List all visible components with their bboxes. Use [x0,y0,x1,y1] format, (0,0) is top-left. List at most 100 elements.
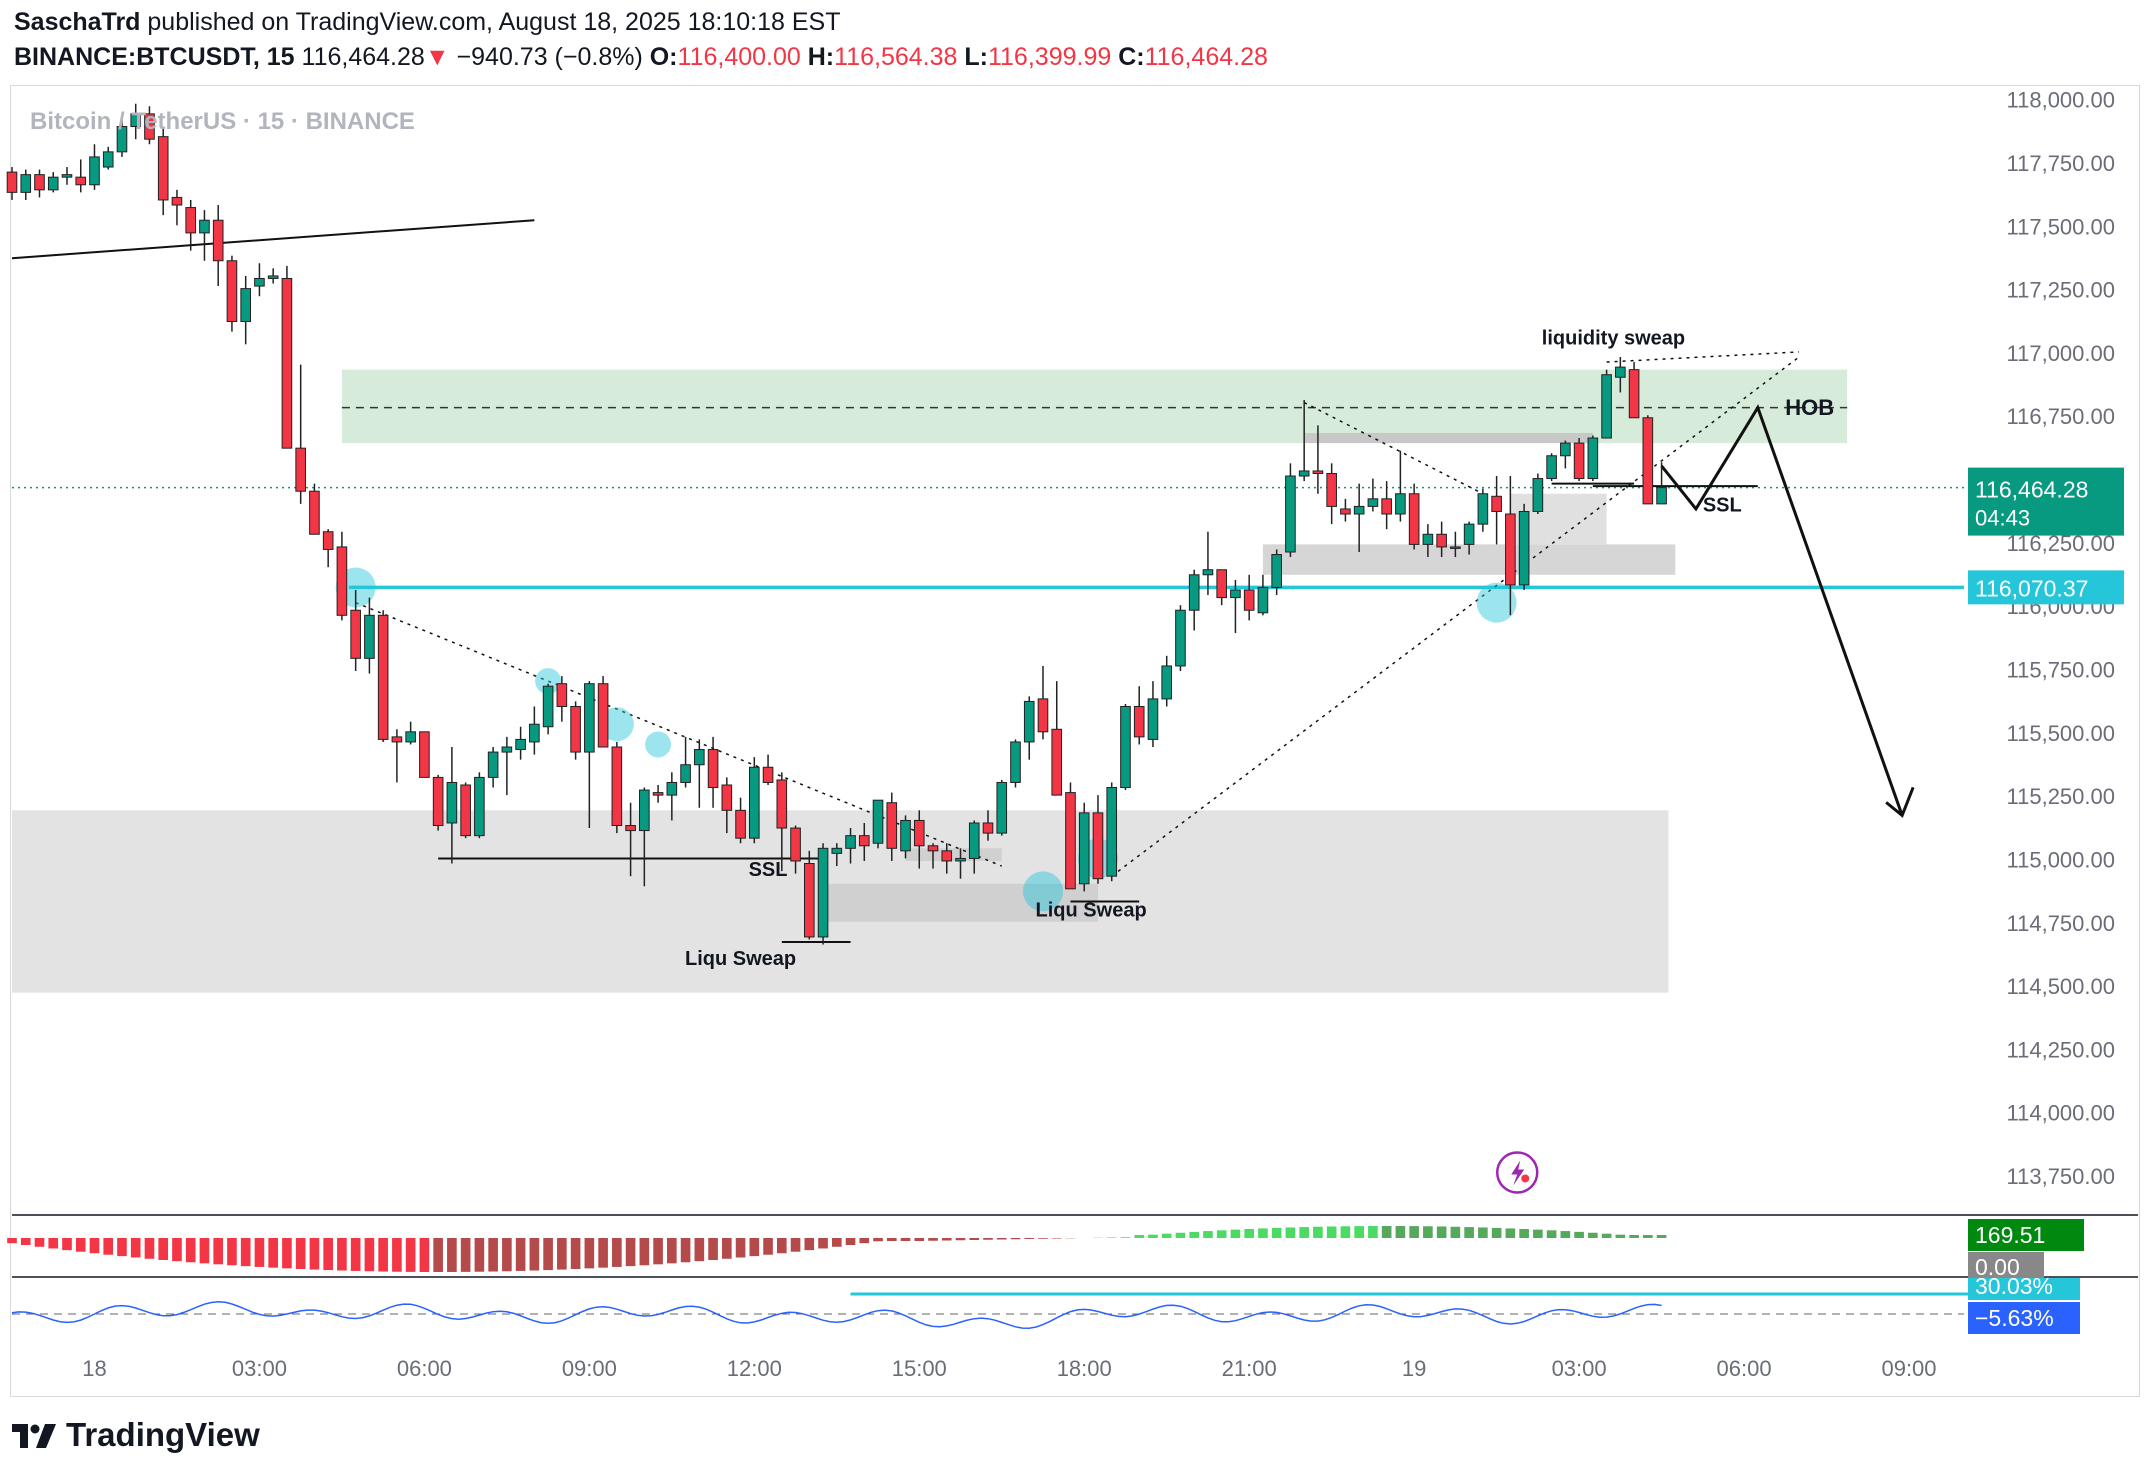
low-label: L: [964,43,988,71]
candle-body [1642,417,1654,505]
osc-bar [488,1238,498,1272]
candle-body [1560,442,1571,457]
candle-body [955,857,966,862]
osc-bar [240,1238,251,1267]
candle-body [1175,609,1186,667]
candle-body [501,746,513,753]
hob-zone[interactable] [341,369,1848,444]
projection-path[interactable] [1660,404,1904,816]
time-axis: 18 03:00 06:00 09:00 12:00 15:00 18:00 21:00 19 0… [82,1356,1936,1381]
osc-bar [776,1238,787,1254]
candle-body [322,531,334,550]
osc-bar [48,1238,59,1249]
candle-body [144,113,155,140]
lightning-glyph [1511,1160,1525,1186]
candle-body [941,850,953,862]
candle-body [611,746,623,827]
last-price-tag[interactable] [1968,467,2124,536]
osc-bar [1230,1229,1241,1238]
candle-body [281,277,293,449]
osc-bar [914,1238,925,1241]
candle-body [996,781,1008,834]
osc-bar [996,1238,1007,1240]
candle-body [1532,478,1544,512]
candle-body [1188,574,1200,611]
fvg-zone-top [1304,432,1593,444]
osc-bar [1216,1230,1227,1238]
osc-bar [790,1238,801,1252]
candle-body [1326,472,1337,507]
osc-bar [117,1238,127,1257]
candle-body [1491,495,1502,512]
publish-info: SaschaTrd published on TradingView.com, … [14,8,841,37]
change-value: −940.73 (−0.8%) [456,43,643,71]
candle-body [350,609,361,659]
candle-body [556,683,568,707]
candle-body [1505,513,1516,586]
candle-body [721,784,733,811]
osc-bar [818,1238,828,1249]
candle-body [1450,546,1461,549]
dotted-sweep[interactable] [1606,351,1800,363]
osc-bar [502,1238,512,1272]
price-tick-label: 117,500.00 [2007,214,2115,239]
candle-body [680,764,691,783]
candle-body [364,614,375,659]
candle-body [432,776,444,827]
candle-body [61,174,73,178]
osc-bar [557,1238,567,1270]
dotted-down-short[interactable] [1303,401,1484,495]
osc-bar [859,1238,870,1244]
candle-body [89,156,100,186]
osc-bar [570,1238,581,1269]
time-tick-label: 06:00 [1717,1356,1772,1381]
candle-body [1615,366,1626,378]
osc-bar [1574,1231,1584,1238]
osc-bar [1643,1235,1653,1238]
candle-body [1120,705,1131,789]
price-tick-label: 115,000.00 [2007,847,2115,872]
osc-bar [667,1238,677,1264]
osc-bar [625,1238,636,1267]
candle-body [776,779,788,829]
pct-lower-label: −5.63% [1975,1305,2054,1331]
candle-body [185,207,197,234]
level-price-tag[interactable] [1968,570,2124,605]
alert-lightning-icon[interactable] [1495,1151,1539,1194]
zones-layer [12,369,1848,993]
time-tick-label: 18:00 [1057,1356,1112,1381]
osc-bar [1450,1226,1461,1238]
candle-body [694,749,705,766]
osc-bar [529,1238,540,1271]
osc-bar [1024,1238,1035,1239]
osc-bar [1381,1226,1392,1238]
candle-body [1133,705,1145,738]
candle-body [1257,586,1269,614]
trend-line-top[interactable] [11,219,535,260]
osc-bar [350,1238,361,1271]
candle-body [446,781,458,824]
time-tick-label: 21:00 [1222,1356,1277,1381]
candle-body [968,822,980,859]
annotation-liq-sweap-1: Liqu Sweap [685,948,796,970]
time-tick-label: 19 [1402,1356,1426,1381]
last-price-countdown: 04:43 [1975,506,2030,531]
symbol-label[interactable]: BINANCE:BTCUSDT, 15 [14,43,295,71]
candle-body [1065,792,1076,890]
osc-bar [1038,1238,1048,1239]
osc-value-label: 169.51 [1975,1222,2045,1248]
osc-bar [1409,1226,1419,1238]
publisher-name[interactable]: SaschaTrd [14,8,141,36]
candle-body [748,766,760,839]
candle-body [790,827,801,862]
brand-name: TradingView [66,1416,260,1453]
osc-bar [268,1238,278,1268]
osc-bar [172,1238,182,1262]
annotation-liquidity-sweap: liquidity sweap [1542,327,1685,349]
osc-bar [447,1238,457,1272]
price-tick-label: 114,500.00 [2007,974,2115,999]
osc-bar [1601,1233,1612,1238]
osc-bar [337,1238,347,1271]
time-tick-label: 12:00 [727,1356,782,1381]
